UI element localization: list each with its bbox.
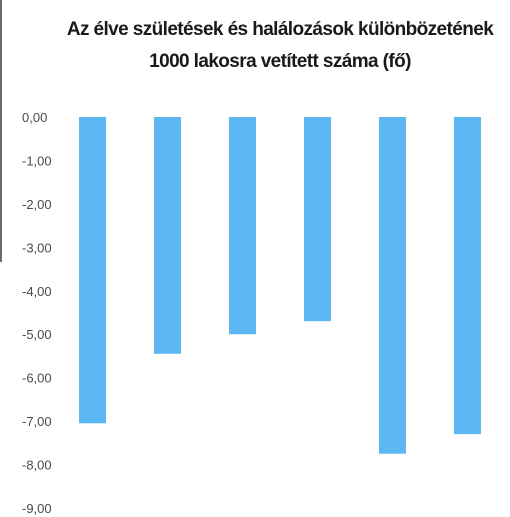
y-tick-label: -8,00 (22, 458, 52, 473)
y-tick-label: 0,00 (22, 110, 47, 125)
bar-1 (79, 117, 106, 424)
y-tick-label: -4,00 (22, 284, 52, 299)
bar-3 (229, 117, 256, 335)
y-tick-label: -3,00 (22, 240, 52, 255)
y-tick-label: -2,00 (22, 197, 52, 212)
bar-2 (154, 117, 181, 354)
chart-title-line-2: 1000 lakosra vetített száma (fő) (149, 51, 411, 72)
y-tick-label: -5,00 (22, 327, 52, 342)
bar-6 (454, 117, 481, 435)
y-tick-label: -7,00 (22, 414, 52, 429)
y-tick-label: -9,00 (22, 501, 52, 516)
bar-4 (304, 117, 331, 322)
chart-title-line-1: Az élve születések és halálozások különb… (66, 19, 494, 40)
y-tick-label: -1,00 (22, 153, 52, 168)
y-tick-label: -6,00 (22, 371, 52, 386)
bar-5 (379, 117, 406, 454)
left-edge-divider (0, 0, 2, 262)
